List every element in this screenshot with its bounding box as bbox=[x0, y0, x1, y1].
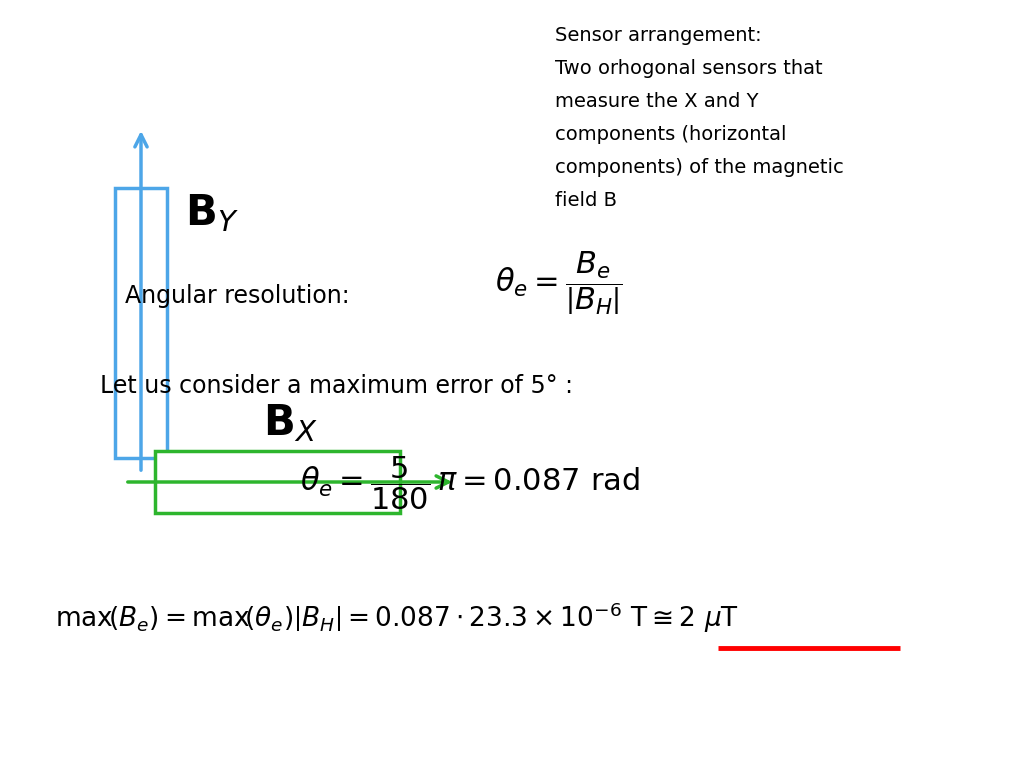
Text: $\theta_{e} = \dfrac{5}{180}\,\pi = 0.087\ \mathrm{rad}$: $\theta_{e} = \dfrac{5}{180}\,\pi = 0.08… bbox=[300, 454, 640, 511]
Text: components (horizontal: components (horizontal bbox=[555, 125, 786, 144]
Text: $\mathrm{max}\!\left(B_e\right) = \mathrm{max}\!\left(\theta_e\right)\left|B_H\r: $\mathrm{max}\!\left(B_e\right) = \mathr… bbox=[55, 601, 739, 635]
Text: $\mathbf{B}_Y$: $\mathbf{B}_Y$ bbox=[185, 192, 239, 234]
Bar bbox=[155, 451, 400, 513]
Text: components) of the magnetic: components) of the magnetic bbox=[555, 158, 844, 177]
Text: Angular resolution:: Angular resolution: bbox=[125, 284, 349, 308]
Text: $\theta_{e} = \dfrac{B_e}{\left|B_H\right|}$: $\theta_{e} = \dfrac{B_e}{\left|B_H\righ… bbox=[495, 249, 623, 317]
Text: Two orhogonal sensors that: Two orhogonal sensors that bbox=[555, 59, 822, 78]
Text: Let us consider a maximum error of 5° :: Let us consider a maximum error of 5° : bbox=[100, 374, 573, 398]
Text: measure the X and Y: measure the X and Y bbox=[555, 92, 759, 111]
Bar bbox=[115, 188, 167, 458]
Text: $\mathbf{B}_X$: $\mathbf{B}_X$ bbox=[263, 402, 317, 444]
Text: Sensor arrangement:: Sensor arrangement: bbox=[555, 26, 762, 45]
Text: field B: field B bbox=[555, 191, 617, 210]
